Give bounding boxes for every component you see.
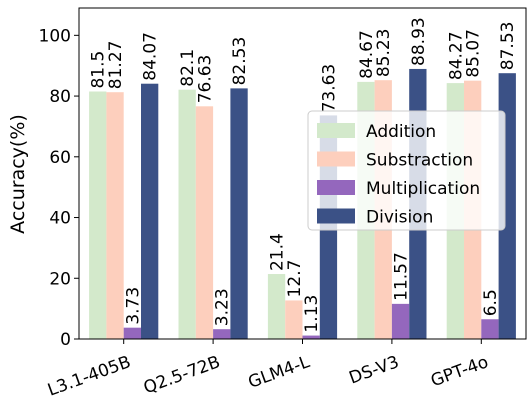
value-label: 6.5	[481, 289, 501, 316]
value-label: 81.5	[89, 51, 109, 89]
value-label: 1.13	[302, 295, 322, 333]
y-tick-label: 20	[49, 269, 71, 289]
y-tick-label: 60	[49, 148, 71, 168]
value-label: 88.93	[409, 17, 429, 66]
x-tick-label: DS-V3	[347, 352, 402, 388]
value-label: 3.23	[213, 288, 233, 326]
y-tick-label: 40	[49, 209, 71, 229]
value-label: 11.57	[392, 252, 412, 301]
x-tick-label: Q2.5-72B	[141, 352, 223, 398]
x-tick-label: L3.1-405B	[45, 352, 133, 400]
value-label: 84.07	[141, 32, 161, 81]
value-labels-layer: 81.581.27 3.73 84.07 82.176.63 3.23 82.53 21.4…	[89, 17, 519, 332]
value-label: 81.27	[106, 41, 126, 90]
value-label: 21.4	[268, 233, 288, 271]
y-tick-label: 0	[60, 330, 71, 350]
plot-frame	[78, 7, 527, 340]
y-axis-label: Accuracy(%)	[7, 114, 29, 234]
value-label: 84.67	[357, 30, 377, 79]
value-label: 85.23	[374, 29, 394, 78]
bar-substraction-2	[285, 300, 303, 339]
bar-division-0	[141, 83, 159, 339]
value-label: 12.7	[285, 260, 305, 298]
legend-swatch	[317, 180, 355, 195]
value-label: 84.27	[446, 31, 466, 80]
value-label: 3.73	[123, 287, 143, 325]
bar-substraction-1	[195, 106, 214, 340]
bar-addition-1	[178, 89, 196, 339]
bar-division-1	[230, 88, 248, 339]
bar-multiplication-3	[391, 303, 410, 339]
y-tick-label: 80	[49, 87, 71, 107]
x-tick-label: GLM4-L	[246, 352, 313, 393]
value-label: 82.53	[230, 37, 250, 86]
value-label: 85.07	[464, 29, 484, 78]
bar-multiplication-0	[123, 327, 141, 339]
legend-swatch	[317, 208, 355, 224]
bar-addition-0	[89, 91, 107, 339]
legend-label: Division	[366, 208, 433, 228]
bar-multiplication-4	[481, 319, 499, 339]
x-tick-label: GPT-4o	[428, 352, 491, 391]
legend-swatch	[317, 123, 355, 138]
value-label: 73.63	[319, 64, 339, 113]
bar-addition-2	[267, 274, 286, 339]
value-label: 87.53	[498, 22, 518, 71]
legend-label: Addition	[366, 122, 436, 142]
legend: Addition Substraction Multiplication Divisi…	[307, 110, 506, 231]
legend-swatch	[317, 151, 355, 167]
value-label: 76.63	[195, 55, 215, 104]
bar-substraction-0	[106, 92, 124, 339]
value-label: 82.1	[178, 49, 198, 87]
y-tick-label: 100	[39, 26, 71, 46]
bar-multiplication-1	[213, 329, 231, 339]
legend-label: Substraction	[366, 151, 473, 171]
legend-label: Multiplication	[366, 179, 480, 199]
bar-multiplication-2	[302, 335, 320, 339]
legend-box	[307, 110, 506, 231]
